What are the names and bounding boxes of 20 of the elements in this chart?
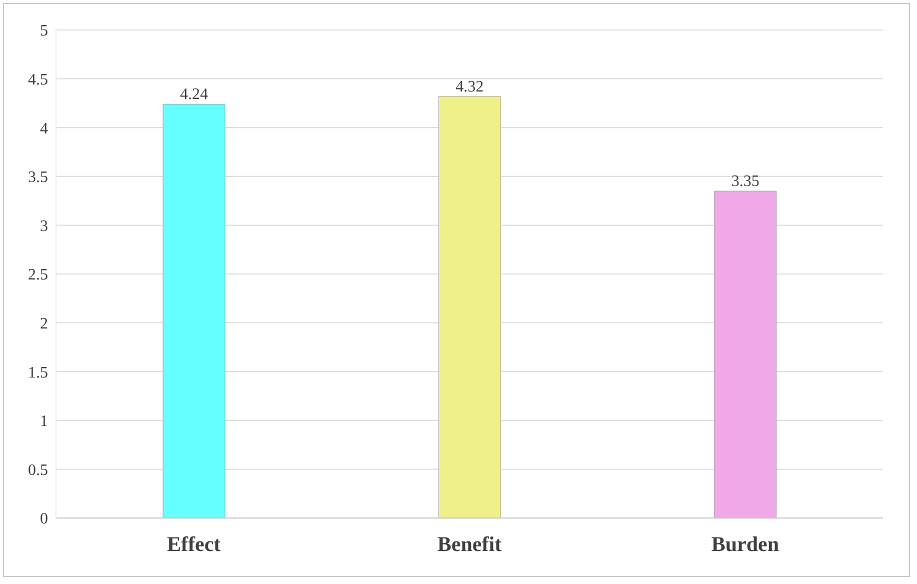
bar xyxy=(162,104,226,518)
y-tick-label: 3.5 xyxy=(28,169,48,186)
bar xyxy=(714,190,777,518)
y-tick-label: 0.5 xyxy=(28,462,48,479)
y-tick-label: 4 xyxy=(40,120,48,138)
y-tick-label: 3 xyxy=(40,218,48,235)
x-tick-label: Effect xyxy=(167,532,221,556)
y-tick-label: 1.5 xyxy=(28,364,48,382)
data-label: 3.35 xyxy=(731,173,760,190)
data-label: 4.24 xyxy=(180,86,208,104)
y-tick-label: 0 xyxy=(40,510,48,528)
y-tick-label: 2.5 xyxy=(28,266,48,284)
bar xyxy=(438,96,501,518)
y-tick-label: 1 xyxy=(40,413,48,430)
data-label: 4.32 xyxy=(456,78,484,96)
x-tick-label: Benefit xyxy=(437,532,502,556)
y-tick-label: 4.5 xyxy=(28,71,48,88)
x-tick-label: Burden xyxy=(711,532,780,556)
y-tick-label: 2 xyxy=(40,315,48,332)
y-tick-label: 5 xyxy=(40,22,48,40)
